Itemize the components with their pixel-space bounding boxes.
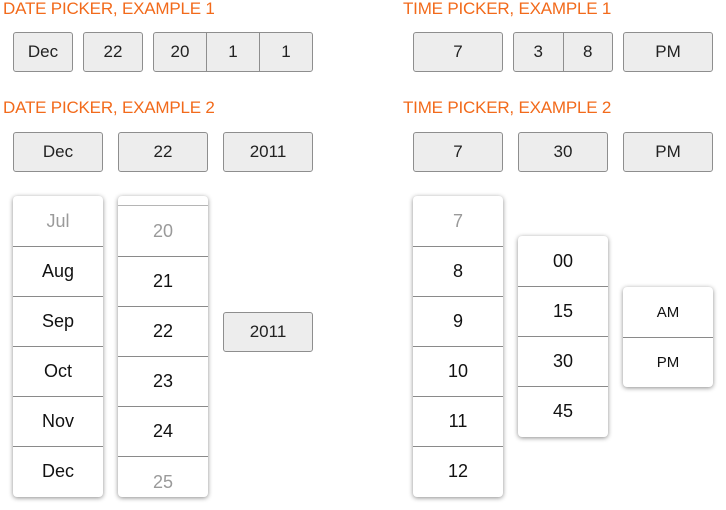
date-1-year-digit-tens[interactable]: 1 <box>206 33 259 71</box>
minute-option-list: 00 15 30 45 <box>518 236 608 437</box>
hour-option[interactable]: 8 <box>413 246 503 296</box>
date-2-day-button[interactable]: 22 <box>118 132 208 172</box>
time-picker-example-1-heading: TIME PICKER, EXAMPLE 1 <box>403 0 612 18</box>
minute-option[interactable]: 15 <box>518 286 608 336</box>
meridiem-option-list: AM PM <box>623 287 713 387</box>
date-1-month-button[interactable]: Dec <box>13 32 73 72</box>
hour-option[interactable]: 9 <box>413 296 503 346</box>
hour-option[interactable]: 10 <box>413 346 503 396</box>
date-1-year-stepper: 20 1 1 <box>153 32 313 72</box>
date-picker-example-1-heading: DATE PICKER, EXAMPLE 1 <box>3 0 215 18</box>
minute-option[interactable]: 00 <box>552 250 574 271</box>
time-1-meridiem-button[interactable]: PM <box>623 32 713 72</box>
month-option[interactable]: Aug <box>13 246 103 296</box>
minute-option[interactable]: 45 <box>518 386 608 436</box>
date-2-year-list-button[interactable]: 2011 <box>223 312 313 352</box>
minute-option[interactable]: 30 <box>518 336 608 386</box>
date-1-year-digit-century[interactable]: 20 <box>170 42 190 61</box>
day-option-list: 20 21 22 23 24 25 <box>118 196 208 497</box>
month-option-list: Jul Aug Sep Oct Nov Dec <box>13 196 103 497</box>
time-2-hour-button[interactable]: 7 <box>413 132 503 172</box>
hour-option[interactable]: 7 <box>452 210 463 231</box>
day-option[interactable]: 20 <box>152 220 174 241</box>
month-option[interactable]: Sep <box>13 296 103 346</box>
time-2-meridiem-button[interactable]: PM <box>623 132 713 172</box>
hour-option[interactable]: 11 <box>413 396 503 446</box>
time-picker-example-2-heading: TIME PICKER, EXAMPLE 2 <box>403 98 612 117</box>
time-1-hour-button[interactable]: 7 <box>413 32 503 72</box>
meridiem-option[interactable]: AM <box>656 303 680 321</box>
hour-option-list: 7 8 9 10 11 12 <box>413 196 503 497</box>
date-2-month-button[interactable]: Dec <box>13 132 103 172</box>
time-1-minute-digit-tens[interactable]: 3 <box>533 42 543 61</box>
date-1-year-digit-ones[interactable]: 1 <box>259 33 312 71</box>
day-option[interactable]: 21 <box>118 256 208 306</box>
date-1-day-button[interactable]: 22 <box>83 32 143 72</box>
time-1-minute-digit-ones[interactable]: 8 <box>562 33 613 71</box>
month-option[interactable]: Oct <box>13 346 103 396</box>
month-option[interactable]: Dec <box>13 446 103 496</box>
day-option[interactable]: 22 <box>118 306 208 356</box>
month-option[interactable]: Jul <box>46 210 70 231</box>
month-option[interactable]: Nov <box>13 396 103 446</box>
day-option[interactable]: 23 <box>118 356 208 406</box>
day-option[interactable]: 24 <box>118 406 208 456</box>
hour-option[interactable]: 12 <box>413 446 503 496</box>
day-list-top-divider <box>118 196 208 206</box>
date-picker-example-2-heading: DATE PICKER, EXAMPLE 2 <box>3 98 215 117</box>
time-1-minute-stepper: 3 8 <box>513 32 613 72</box>
time-2-minute-button[interactable]: 30 <box>518 132 608 172</box>
meridiem-option[interactable]: PM <box>623 337 713 387</box>
date-2-year-button[interactable]: 2011 <box>223 132 313 172</box>
day-option[interactable]: 25 <box>118 456 208 497</box>
